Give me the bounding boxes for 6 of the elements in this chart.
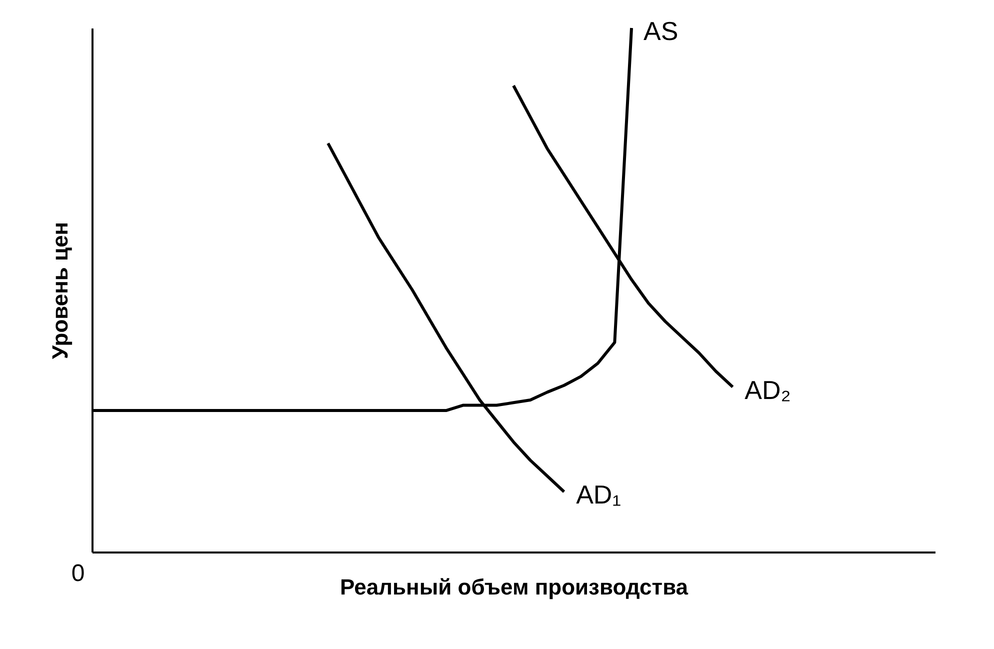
series-label: AD₂ [744, 374, 791, 405]
y-axis-title: Уровень цен [48, 222, 72, 360]
text: 0 [71, 560, 85, 587]
series-label: AS [644, 16, 678, 46]
x-axis-title: Реальный объем производства [340, 574, 689, 600]
series-label: AD₁ [576, 480, 622, 510]
